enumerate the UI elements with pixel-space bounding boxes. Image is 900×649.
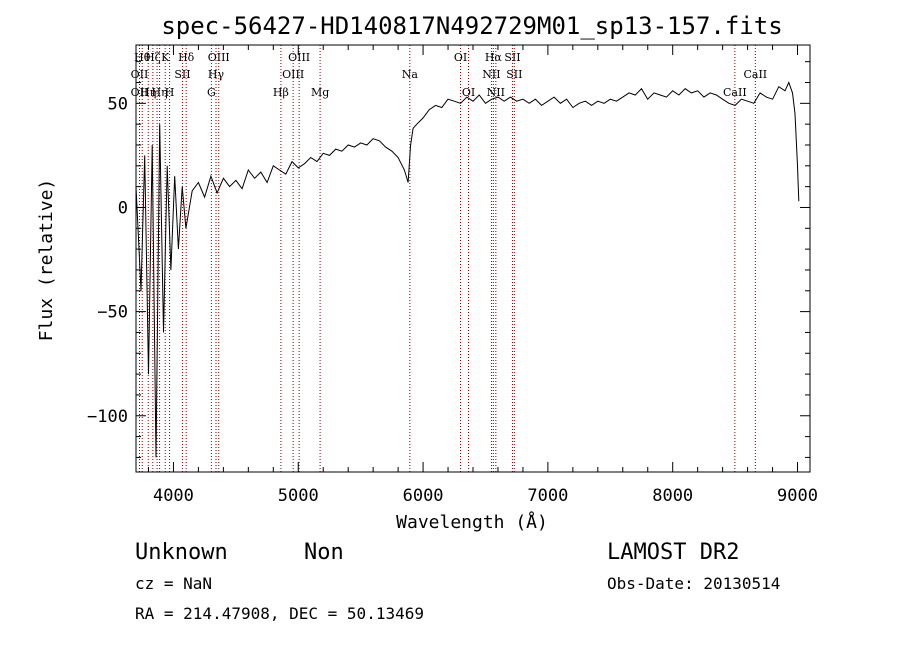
y-tick-label: 50	[108, 94, 128, 114]
spectral-line-label: H	[165, 86, 175, 99]
spectral-line-label: OII	[131, 86, 149, 99]
spectral-line-markers	[138, 45, 756, 472]
y-tick-label: −50	[97, 303, 128, 323]
spectral-line-label: OIII	[288, 51, 310, 64]
spectral-line-label: OIII	[282, 68, 304, 81]
y-axis-ticks: −100 −50 0 50	[87, 61, 810, 458]
object-subclass: Non	[304, 540, 344, 565]
spectral-line-label: Hα	[485, 51, 503, 64]
chart-title: spec-56427-HD140817N492729M01_sp13-157.f…	[161, 12, 782, 40]
spectral-line-label: Na	[402, 68, 419, 81]
spectral-line-label: CaII	[723, 86, 747, 99]
spectral-line-label: SII	[174, 68, 190, 81]
spectral-line-label: Hζ	[145, 51, 161, 64]
spectral-line-label: NII	[487, 86, 505, 99]
spectral-line-label: Hγ	[208, 68, 225, 81]
y-tick-label: 0	[118, 198, 128, 218]
y-axis-label: Flux (relative)	[36, 179, 57, 342]
spectral-line-labels: OII OII Hθ Hη Hζ Hη K H SII Hδ G Hγ OIII Hβ OIII OIII Mg…	[131, 51, 768, 99]
x-axis-label: Wavelength (Å)	[396, 511, 548, 533]
redshift-value: cz = NaN	[135, 574, 212, 593]
spectral-line-label: OI	[462, 86, 475, 99]
x-axis-ticks: 4000 5000 6000 7000 8000 9000	[147, 45, 818, 506]
x-tick-label: 9000	[777, 486, 818, 506]
plot-frame	[135, 44, 811, 473]
x-tick-label: 4000	[153, 486, 194, 506]
spectral-line-label: Hδ	[178, 51, 195, 64]
spectral-line-label: NII	[482, 68, 500, 81]
x-tick-label: 8000	[652, 486, 693, 506]
y-tick-label: −100	[87, 407, 128, 427]
spectral-line-label: G	[207, 86, 216, 99]
spectral-line-label: Hη	[140, 86, 156, 99]
spectral-line-label: Hβ	[273, 86, 289, 99]
spectral-line-label: SII	[504, 51, 520, 64]
x-tick-label: 5000	[278, 486, 319, 506]
spectral-line-label: Hη	[151, 86, 167, 99]
spectrum-series-line	[135, 81, 800, 458]
x-tick-label: 6000	[403, 486, 444, 506]
x-tick-label: 7000	[527, 486, 568, 506]
spectral-line-label: Mg	[311, 86, 329, 99]
spectral-line-label: OIII	[208, 51, 230, 64]
spectral-line-label: OI	[454, 51, 467, 64]
observation-date: Obs-Date: 20130514	[607, 574, 780, 593]
survey-name: LAMOST DR2	[607, 540, 739, 565]
coordinates: RA = 214.47908, DEC = 50.13469	[135, 604, 424, 623]
spectral-line-label: CaII	[743, 68, 767, 81]
spectral-line-label: OII	[131, 68, 149, 81]
spectral-line-label: K	[161, 51, 170, 64]
object-class: Unknown	[135, 540, 228, 565]
spectral-line-label: SII	[506, 68, 522, 81]
spectral-line-label: Hθ	[134, 51, 151, 64]
